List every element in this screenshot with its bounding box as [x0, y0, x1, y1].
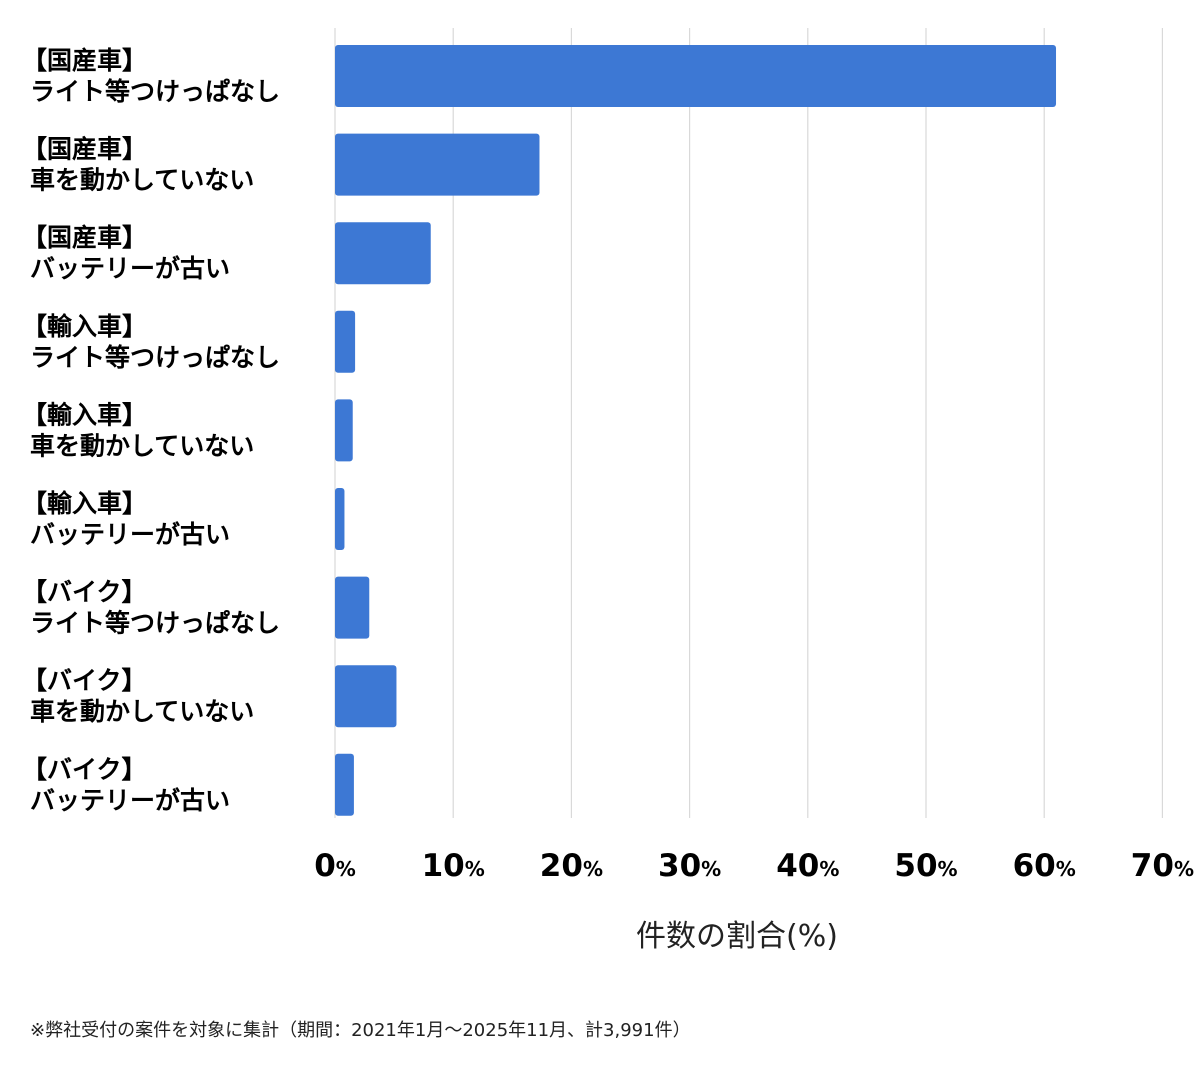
bar	[335, 133, 540, 196]
x-tick-label: 20%	[540, 848, 603, 884]
x-tick-label: 70%	[1131, 848, 1194, 884]
bar	[335, 222, 431, 285]
x-tick-label: 10%	[422, 848, 485, 884]
bar	[335, 310, 356, 373]
category-group-label: 【バイク】	[22, 578, 147, 607]
x-tick-labels: 0% 10% 20% 30% 40% 50% 60% 70%	[314, 848, 1194, 884]
category-label: ライト等つけっぱなし	[30, 343, 280, 372]
bar	[335, 488, 345, 550]
category-group-label: 【国産車】	[22, 223, 147, 252]
category-label: 車を動かしていない	[30, 431, 254, 460]
category-label: 車を動かしていない	[30, 697, 254, 726]
category-labels: 【国産車】ライト等つけっぱなし【国産車】車を動かしていない【国産車】バッテリーが…	[22, 46, 280, 815]
x-tick-label: 30%	[658, 848, 721, 884]
x-tick-label: 50%	[894, 848, 957, 884]
category-group-label: 【輸入車】	[22, 312, 147, 341]
bar	[335, 665, 397, 728]
category-label: ライト等つけっぱなし	[30, 77, 280, 106]
bar	[335, 576, 370, 639]
x-tick-label: 0%	[314, 848, 356, 884]
x-tick-label: 40%	[776, 848, 839, 884]
category-label: バッテリーが古い	[30, 520, 230, 549]
category-group-label: 【国産車】	[22, 135, 147, 164]
category-group-label: 【バイク】	[22, 666, 147, 695]
bar	[335, 45, 1057, 107]
category-label: バッテリーが古い	[30, 254, 230, 283]
category-group-label: 【輸入車】	[22, 400, 147, 429]
category-label: 車を動かしていない	[30, 166, 254, 195]
bars	[335, 45, 1057, 816]
bar	[335, 753, 354, 816]
bar	[335, 399, 353, 462]
x-axis-title: 件数の割合(%)	[636, 919, 838, 954]
category-group-label: 【国産車】	[22, 46, 147, 75]
x-tick-label: 60%	[1013, 848, 1076, 884]
category-group-label: 【バイク】	[22, 755, 147, 784]
category-label: バッテリーが古い	[30, 786, 230, 815]
footnote: ※弊社受付の案件を対象に集計（期間：2021年1月〜2025年11月、計3,99…	[30, 1020, 691, 1041]
category-group-label: 【輸入車】	[22, 489, 147, 518]
category-label: ライト等つけっぱなし	[30, 609, 280, 638]
